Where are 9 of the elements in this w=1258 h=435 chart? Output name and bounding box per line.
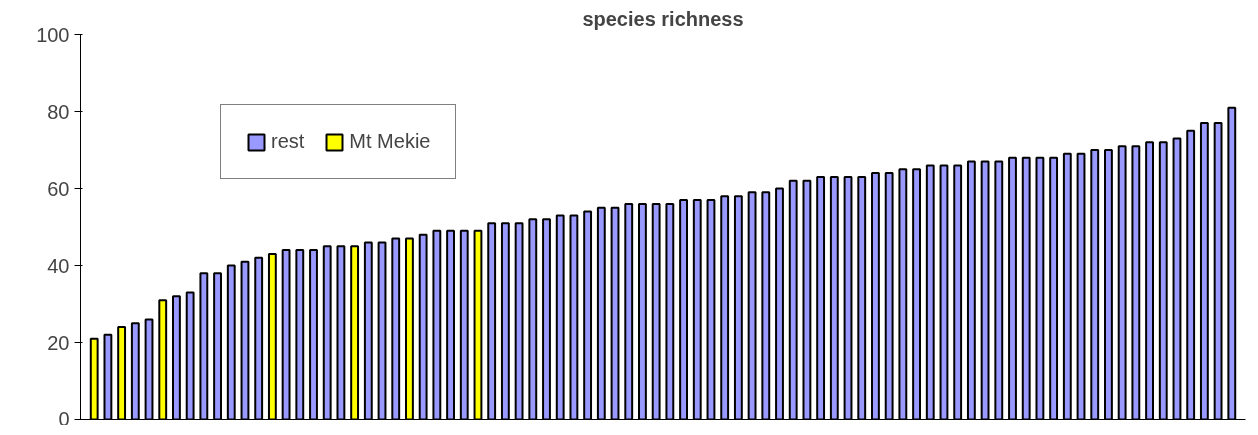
legend-label: Mt Mekie xyxy=(349,130,431,153)
chart-title: species richness xyxy=(582,7,744,30)
y-tick-label: 100 xyxy=(36,23,70,46)
y-tick-label: 80 xyxy=(47,100,70,123)
y-tick-label: 40 xyxy=(47,254,70,277)
y-tick-label: 20 xyxy=(47,331,70,354)
y-tick-label: 60 xyxy=(47,177,70,200)
legend-label: rest xyxy=(271,130,305,153)
y-tick-label: 0 xyxy=(58,407,70,430)
